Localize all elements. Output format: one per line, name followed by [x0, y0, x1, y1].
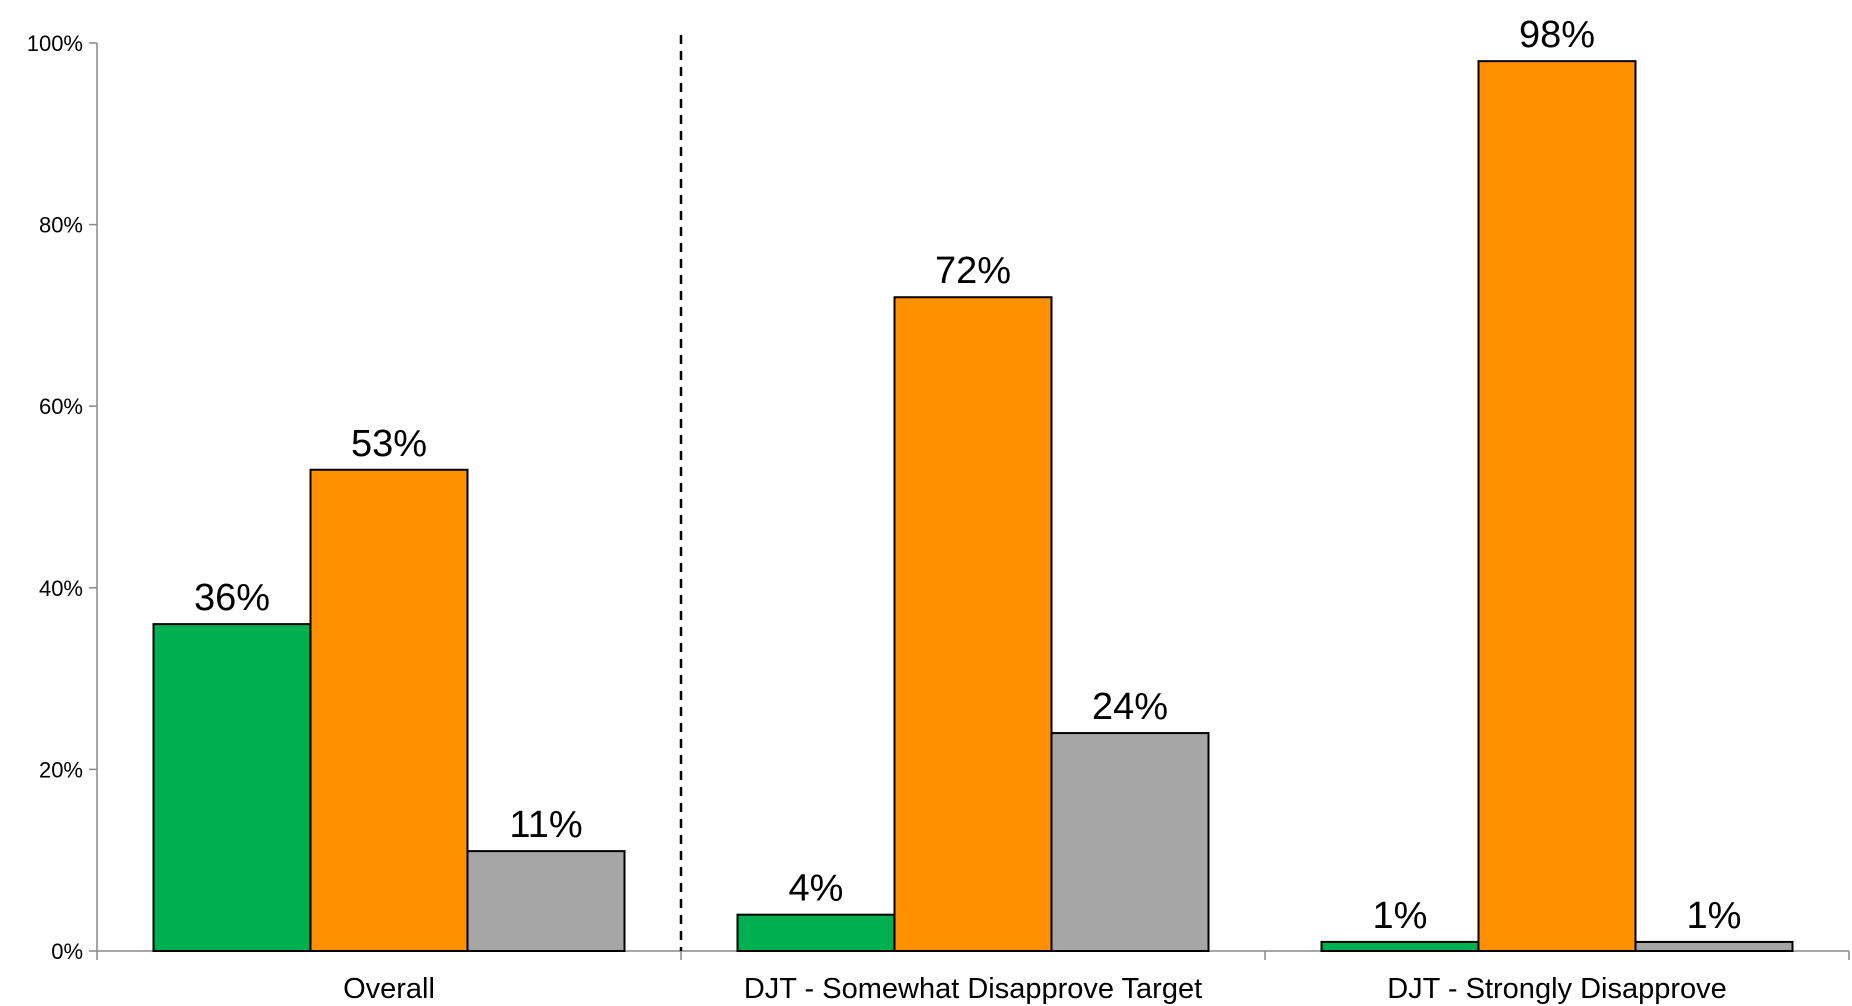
bar — [736, 913, 896, 952]
data-label: 11% — [509, 804, 582, 846]
bar — [1477, 60, 1637, 953]
data-labels: 36% 53% 11% 4% 72% 24% 1% 98% 1% — [194, 14, 1741, 937]
bar — [1634, 940, 1794, 952]
y-tick-label: 40% — [39, 576, 83, 601]
data-label: 98% — [1519, 14, 1595, 56]
bar — [893, 296, 1053, 952]
x-category-label: DJT - Somewhat Disapprove Target — [744, 973, 1202, 1005]
bar — [152, 623, 312, 952]
bars — [152, 60, 1794, 953]
x-category-label: Overall — [343, 973, 435, 1005]
bar — [1320, 940, 1480, 952]
y-tick-label: 0% — [51, 939, 83, 964]
bar — [309, 468, 469, 952]
y-tick-label: 80% — [39, 213, 83, 238]
bar — [1050, 732, 1210, 953]
data-label: 72% — [935, 250, 1011, 292]
data-label: 1% — [1687, 895, 1742, 937]
x-category-label: DJT - Strongly Disapprove — [1387, 973, 1727, 1005]
x-axis: Overall DJT - Somewhat Disapprove Target D… — [96, 950, 1850, 1005]
data-label: 36% — [194, 577, 270, 619]
y-tick-label: 100% — [27, 31, 83, 56]
data-label: 4% — [789, 868, 844, 910]
y-axis: 0% 20% 40% 60% 80% 100% — [27, 31, 98, 964]
data-label: 1% — [1373, 895, 1428, 937]
bar — [466, 850, 626, 952]
y-tick-label: 60% — [39, 394, 83, 419]
data-label: 24% — [1092, 686, 1168, 728]
data-label: 53% — [351, 423, 427, 465]
y-tick-label: 20% — [39, 757, 83, 782]
